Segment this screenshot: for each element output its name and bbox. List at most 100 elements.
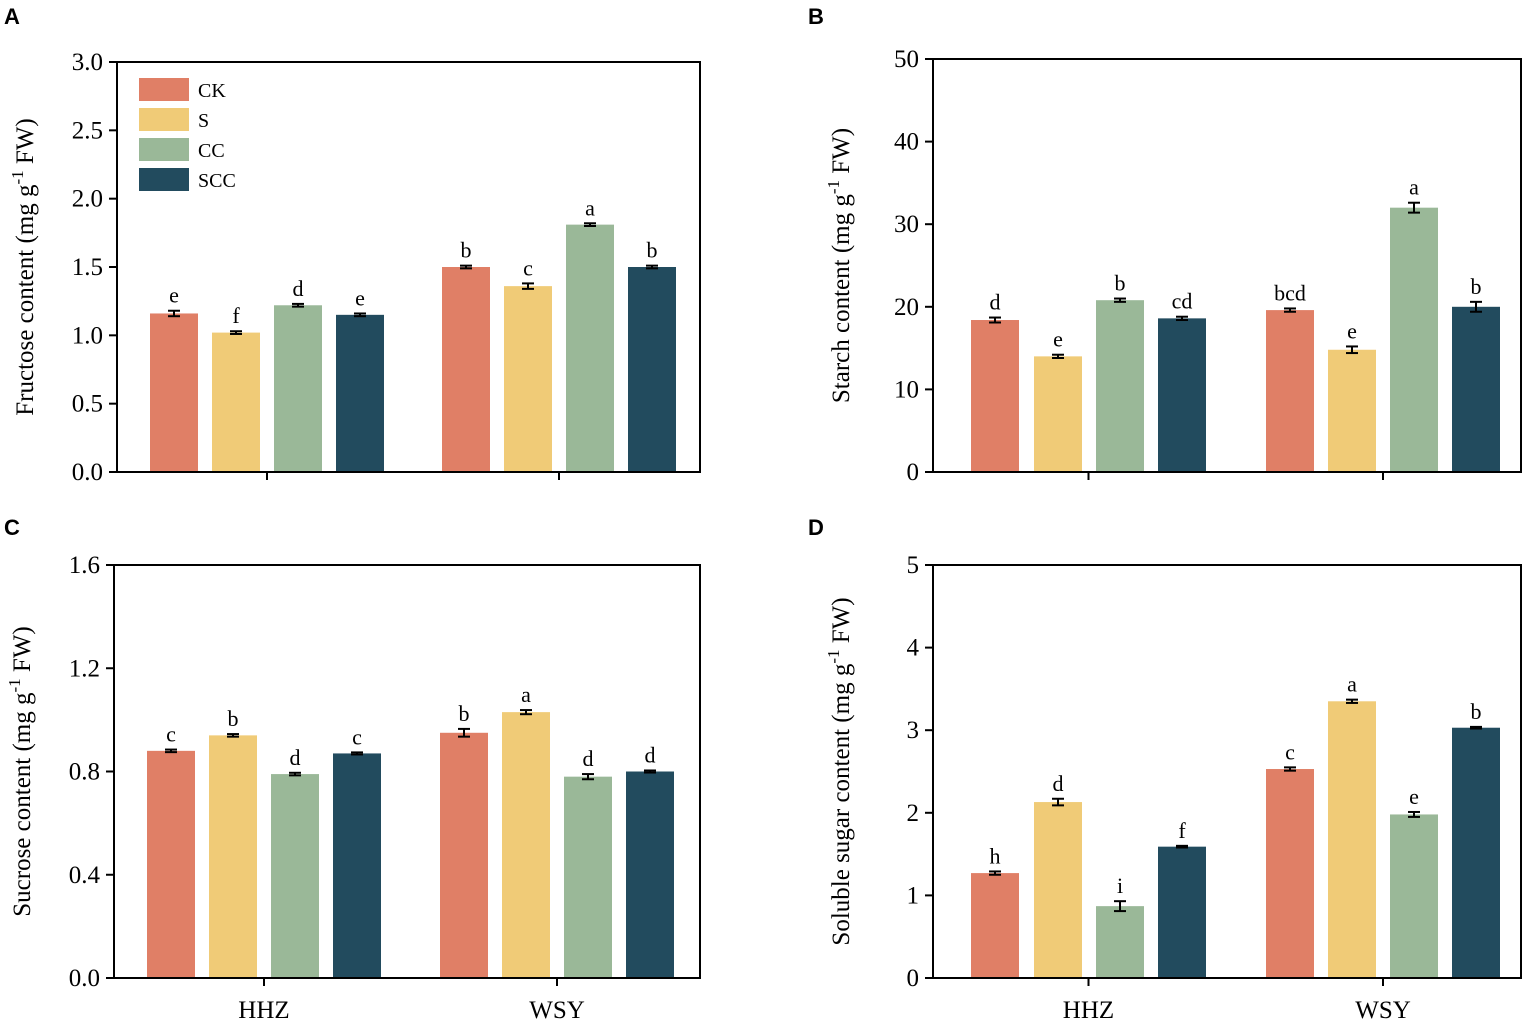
bar-a-scc-hhz [336,314,384,472]
sig-label-b-ck-hhz: d [990,290,1001,315]
error-bar-c-scc-hhz [351,751,363,756]
error-bar-c-s-hhz [227,733,239,738]
sig-label-a-cc-hhz: d [293,276,304,301]
error-bar-b-ck-wsy [1284,307,1296,313]
bar-d-cc-wsy [1390,814,1438,978]
bar-b-s-hhz [1034,356,1082,472]
error-bar-c-s-wsy [520,709,532,716]
y-tick-label-d: 5 [907,552,920,579]
sig-label-b-cc-wsy: a [1409,175,1419,200]
sig-label-c-cc-wsy: d [583,746,594,771]
error-bar-d-ck-hhz [989,870,1001,876]
sig-label-d-scc-hhz: f [1178,818,1186,843]
x-tick-label-c-wsy: WSY [529,997,585,1024]
y-axis-title-b: Starch content (mg g-1 FW) [824,128,855,403]
sig-label-d-cc-hhz: i [1117,873,1123,898]
bar-a-ck-hhz [150,313,198,472]
y-tick-label-d: 2 [907,800,920,827]
chart-panel-c: C c b b a d d c d 0.0 0.4 0.8 1.2 1.6 HHZ WSY Sucrose c… [0,513,768,1026]
bar-b-ck-wsy [1266,310,1314,472]
y-tick-label-d: 3 [907,717,920,744]
chart-svg-c: C c b b a d d c d 0.0 0.4 0.8 1.2 1.6 HHZ WSY Sucrose c… [4,515,701,1024]
chart-panel-d: D h c d a i e f b 0 1 2 3 4 5 HHZ WSY Soluble sugar cont… [768,513,1535,1026]
panel-label-c: C [4,515,20,540]
sig-label-c-s-wsy: a [521,682,531,707]
plot-frame-b [932,58,1522,473]
chart-panel-b: B d bcd e e b a cd b 0 10 20 30 40 50 Starch content (… [768,0,1535,513]
sig-label-d-ck-hhz: h [990,843,1001,868]
bar-d-s-hhz [1034,802,1082,978]
error-bar-b-cc-hhz [1114,297,1126,303]
error-bar-d-cc-hhz [1114,900,1126,913]
panel-label-d: D [808,515,824,540]
chart-svg-d: D h c d a i e f b 0 1 2 3 4 5 HHZ WSY Soluble sugar cont… [808,515,1522,1024]
bar-a-s-hhz [212,332,260,472]
bar-a-scc-wsy [628,267,676,472]
y-tick-label-b: 30 [894,211,919,238]
bar-c-ck-wsy [440,732,488,978]
bar-a-cc-wsy [566,224,614,472]
error-bar-c-ck-wsy [458,727,470,738]
y-tick-label-c: 0.8 [69,759,100,786]
y-tick-label-b: 20 [894,294,919,321]
sig-label-d-ck-wsy: c [1285,739,1295,764]
error-bar-a-ck-wsy [460,264,472,270]
y-axis-title-d: Soluble sugar content (mg g-1 FW) [824,597,855,945]
sig-label-d-scc-wsy: b [1471,699,1482,724]
error-bar-b-cc-wsy [1408,201,1420,214]
x-tick-label-c-hhz: HHZ [238,997,289,1024]
sig-label-c-s-hhz: b [228,706,239,731]
y-tick-label-c: 0.0 [69,965,100,992]
bar-a-s-wsy [504,286,552,472]
error-bar-a-cc-wsy [584,222,596,227]
error-bar-b-scc-wsy [1470,300,1482,313]
y-axis-title-c: Sucrose content (mg g-1 FW) [5,626,36,917]
error-bar-b-ck-hhz [989,316,1001,324]
y-axis-title-a: Fructose content (mg g-1 FW) [8,118,39,415]
plot-frame-c [113,564,701,979]
legend-label-ck: CK [198,80,226,102]
chart-svg-a: A e b f c d a e b 0.0 0.5 1.0 1.5 2.0 2.5 3.0 Fructose … [4,4,701,486]
panel-label-b: B [808,4,824,29]
error-bar-c-cc-hhz [289,771,301,777]
bar-c-cc-hhz [271,774,319,978]
sig-label-a-cc-wsy: a [585,195,595,220]
legend-label-cc: CC [198,140,225,162]
y-tick-label-b: 40 [894,129,919,156]
error-bar-d-scc-wsy [1470,725,1482,730]
bar-b-scc-wsy [1452,306,1500,472]
sig-label-c-ck-wsy: b [459,701,470,726]
y-tick-label-a: 0.5 [72,391,103,418]
legend-swatch-ck [139,78,189,101]
y-tick-label-a: 3.0 [72,49,103,76]
bar-d-scc-hhz [1158,846,1206,978]
sig-label-d-s-hhz: d [1053,771,1064,796]
sig-label-b-s-wsy: e [1347,318,1357,343]
bar-c-s-wsy [502,712,550,978]
sig-label-d-cc-wsy: e [1409,784,1419,809]
y-tick-label-c: 1.6 [69,552,100,579]
y-tick-label-c: 1.2 [69,655,100,682]
error-bar-a-cc-hhz [292,302,304,308]
bar-d-ck-wsy [1266,769,1314,978]
sig-label-b-scc-wsy: b [1471,274,1482,299]
bar-a-cc-hhz [274,305,322,472]
error-bar-d-s-wsy [1346,698,1358,704]
error-bar-c-cc-wsy [582,773,594,781]
legend-label-s: S [198,110,209,132]
error-bar-a-ck-hhz [168,309,180,318]
sig-label-a-scc-hhz: e [355,285,365,310]
sig-label-a-s-wsy: c [523,255,533,280]
sig-label-a-ck-wsy: b [461,238,472,263]
chart-svg-b: B d bcd e e b a cd b 0 10 20 30 40 50 Starch content (… [808,4,1522,486]
bar-b-cc-wsy [1390,207,1438,472]
bar-d-ck-hhz [971,873,1019,978]
panel-label-a: A [4,4,20,29]
bar-d-scc-wsy [1452,727,1500,978]
sig-label-b-ck-wsy: bcd [1274,280,1306,305]
error-bar-a-scc-hhz [354,312,366,318]
bar-c-s-hhz [209,735,257,978]
y-tick-label-d: 1 [907,882,920,909]
y-tick-label-a: 2.5 [72,117,103,144]
y-tick-label-a: 1.5 [72,254,103,281]
